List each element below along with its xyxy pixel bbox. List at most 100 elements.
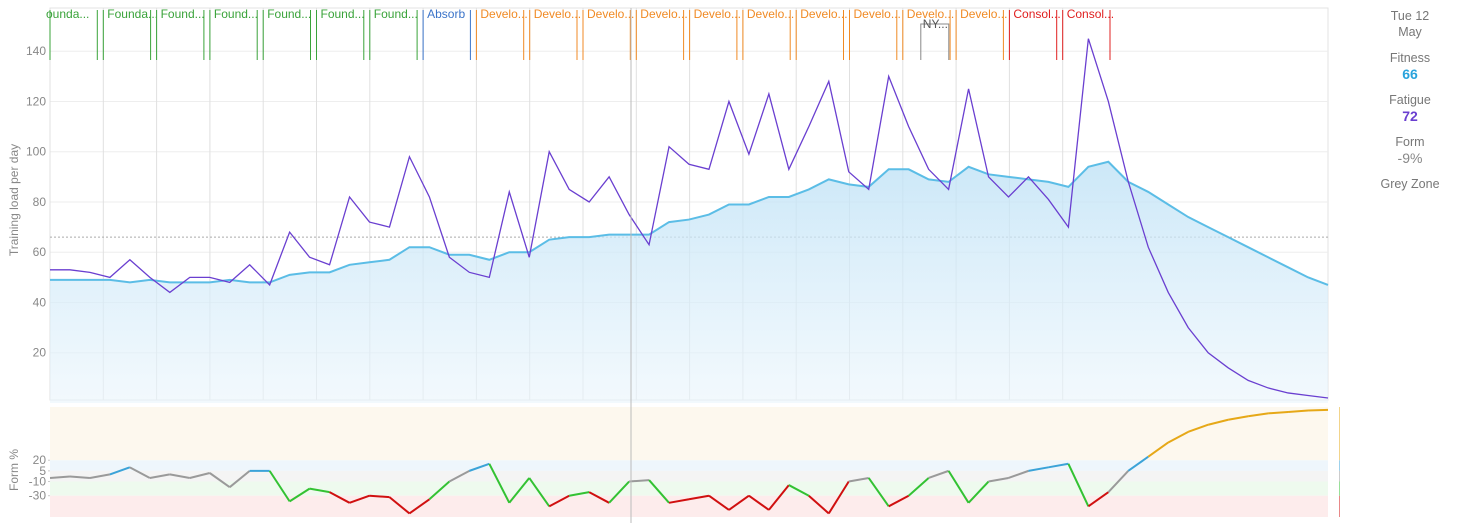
form-segment (867, 477, 890, 507)
zone-band (50, 460, 1328, 471)
form-segment (109, 466, 131, 476)
plan-bracket (316, 10, 365, 60)
form-segment (428, 480, 451, 501)
plan-bracket (795, 10, 844, 60)
form-segment (309, 487, 330, 494)
plan-bracket (529, 10, 578, 60)
form-segment (349, 494, 370, 504)
plan-label: Develo... (480, 7, 527, 21)
form-segment (329, 491, 351, 504)
form-segment (1207, 418, 1229, 426)
plan-label: Develo... (694, 7, 741, 21)
form-segment (1187, 423, 1209, 433)
chart: Training load per day Form % 20 40 60 80 100… (7, 7, 1405, 523)
form-segment (1107, 470, 1130, 493)
plan-bracket (262, 10, 311, 60)
y-tick-label: 5 (39, 464, 46, 478)
plan-label: Develo... (854, 7, 901, 21)
fitness-label: Fitness (1389, 51, 1431, 65)
y-tick-label: 80 (33, 195, 47, 209)
plan-label: Found... (214, 7, 258, 21)
date: Tue 12 May (1390, 9, 1430, 39)
plan-bracket (920, 23, 950, 60)
form-segment (548, 494, 570, 508)
form-segment (1307, 408, 1329, 412)
form-segment (1087, 491, 1109, 508)
form-segment (967, 480, 990, 504)
form-segment (888, 494, 910, 508)
zone-band (50, 481, 1328, 496)
form-segment (488, 463, 511, 504)
plan-label: NY... (923, 17, 948, 31)
plan-bracket (689, 10, 738, 60)
form-segment (149, 473, 170, 479)
plan-bracket (742, 10, 791, 60)
form-segment (289, 487, 311, 503)
plan-bracket (475, 10, 525, 60)
form-segment (268, 470, 291, 502)
plan-bracket (49, 10, 98, 60)
form-segment (588, 491, 610, 504)
form-segment (369, 494, 390, 499)
form-segment (848, 476, 869, 483)
form-segment (728, 494, 750, 511)
summary: Tue 12 May Fitness 66 Fatigue 72 Form -9… (1350, 8, 1464, 192)
line-fatigue (50, 38, 1329, 399)
form-segment (708, 494, 730, 511)
form-segment (569, 491, 590, 497)
plan-bracket (849, 10, 898, 60)
zone-band (50, 470, 1328, 482)
form-segment (229, 470, 251, 488)
form-segment (648, 479, 670, 504)
zone-band (50, 407, 1328, 461)
y-tick-label: 60 (33, 245, 47, 259)
form-segment (1167, 430, 1189, 444)
plan-bracket (955, 10, 1004, 60)
plan-bracket (369, 10, 418, 60)
plan-label: Founda... (107, 7, 158, 21)
form-segment (388, 496, 411, 515)
fitness-value: 66 (1402, 66, 1418, 82)
form-segment (189, 472, 210, 479)
plan-label: Develo... (960, 7, 1007, 21)
plan-label: Found... (267, 7, 311, 21)
y-tick-label: -30 (29, 489, 47, 503)
y-tick-label: 140 (26, 44, 46, 58)
form-segment (629, 479, 650, 483)
y-tick-label: 100 (26, 145, 46, 159)
form-segment (988, 476, 1009, 483)
form-segment (209, 472, 231, 489)
form-segment (947, 470, 970, 504)
form-segment (89, 473, 111, 479)
form-segment (469, 462, 490, 472)
plan-label: Develo... (800, 7, 847, 21)
plan-label: Develo... (907, 7, 954, 21)
form-segment (1048, 462, 1069, 469)
form-value: -9% (1397, 150, 1423, 166)
y-axis-label: Training load per day (7, 144, 21, 256)
y-axis-label: Form % (7, 449, 21, 491)
plan-label: Develo... (747, 7, 794, 21)
form-segment (1287, 409, 1309, 413)
form-segment (169, 473, 190, 479)
plan-bracket (1062, 10, 1111, 60)
form-segment (1067, 463, 1090, 507)
form-segment (448, 469, 470, 483)
form-segment (1028, 466, 1049, 472)
plan-label: Absorb (427, 7, 465, 21)
plan-bracket (422, 10, 471, 60)
form-segment (528, 477, 551, 507)
fatigue-label: Fatigue (1389, 93, 1431, 107)
plan-label: Found... (321, 7, 365, 21)
plan-bracket (102, 10, 152, 60)
form-segment (748, 494, 770, 511)
plan-bracket (209, 10, 258, 60)
fatigue-value: 72 (1402, 108, 1418, 124)
plan-label: Develo... (640, 7, 687, 21)
form-segment (928, 469, 949, 479)
y-tick-label: -10 (29, 475, 47, 489)
plan-label: Found... (374, 7, 418, 21)
form-segment (808, 494, 830, 515)
form-segment (129, 466, 151, 479)
plan-bracket (582, 10, 631, 60)
